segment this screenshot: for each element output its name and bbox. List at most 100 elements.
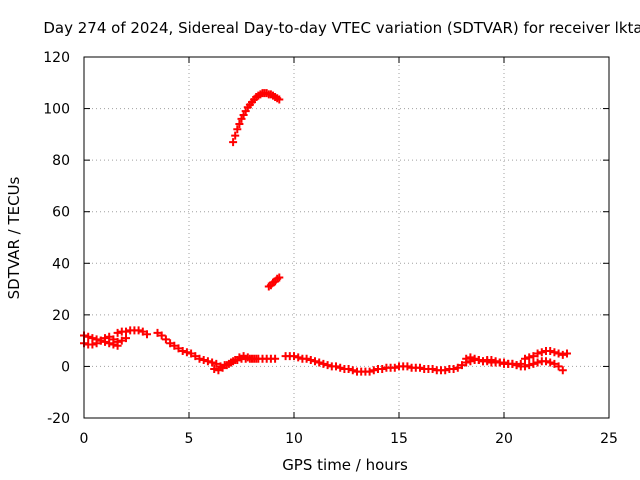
data-point (275, 95, 284, 104)
data-point (302, 354, 311, 363)
data-point (170, 341, 179, 350)
x-tick-label: 5 (185, 431, 194, 447)
data-point (378, 365, 387, 374)
data-point (474, 355, 483, 364)
data-point (521, 354, 529, 363)
y-tick-labels: -20 0 20 40 60 80 100 120 (43, 50, 70, 427)
data-point (290, 352, 298, 361)
x-axis-label: GPS time / hours (282, 456, 408, 474)
series-sat-low-e (210, 352, 261, 375)
x-tick-label: 25 (600, 431, 618, 447)
data-point (449, 365, 458, 374)
data-point (271, 354, 280, 363)
x-tick-label: 0 (80, 431, 89, 447)
data-point (134, 326, 143, 335)
y-tick-label: 20 (52, 308, 70, 324)
data-marks (80, 89, 571, 376)
x-tick-labels: 0 5 10 15 20 25 (80, 431, 618, 447)
data-point (348, 366, 357, 375)
data-point (525, 361, 534, 370)
data-point (214, 366, 223, 375)
y-tick-label: 120 (43, 50, 70, 66)
data-point (311, 357, 319, 366)
x-tick-label: 15 (390, 431, 408, 447)
data-point (117, 336, 126, 345)
x-tick-label: 10 (285, 431, 303, 447)
data-point (487, 355, 496, 364)
series-sat-low-b (80, 332, 130, 349)
chart-title: Day 274 of 2024, Sidereal Day-to-day VTE… (43, 19, 640, 37)
data-point (229, 138, 238, 147)
data-point (546, 346, 555, 355)
data-point (233, 125, 242, 134)
data-point (235, 353, 244, 362)
data-point (252, 354, 261, 363)
data-point (550, 359, 559, 368)
data-point (458, 361, 466, 370)
data-point (441, 366, 450, 375)
data-point (275, 273, 284, 282)
data-point (470, 354, 479, 363)
data-point (138, 327, 147, 336)
data-point (529, 359, 538, 368)
data-point (203, 357, 212, 366)
data-point (143, 330, 151, 339)
data-point (550, 348, 559, 357)
data-point (92, 339, 101, 348)
data-point (195, 354, 204, 363)
data-point (113, 337, 122, 346)
data-point (563, 349, 571, 358)
data-point (323, 361, 332, 370)
data-point (508, 359, 517, 368)
data-point (533, 349, 542, 358)
data-point (525, 353, 534, 362)
data-point (453, 363, 462, 372)
data-point (428, 365, 437, 374)
data-point (222, 361, 231, 370)
data-point (521, 362, 529, 371)
data-point (365, 367, 374, 376)
data-point (231, 355, 240, 364)
data-point (416, 363, 424, 372)
y-tick-label: -20 (47, 411, 70, 427)
data-point (109, 335, 118, 344)
data-point (294, 353, 303, 362)
data-point (210, 365, 219, 374)
data-point (208, 358, 217, 367)
data-point (178, 346, 187, 355)
y-tick-label: 0 (61, 359, 70, 375)
data-point (212, 359, 221, 368)
data-point (542, 357, 550, 366)
data-point (182, 348, 191, 357)
data-point (332, 362, 340, 371)
data-point (122, 327, 130, 336)
series-sat-day-b (462, 353, 525, 370)
data-point (315, 358, 324, 367)
y-axis-label: SDTVAR / TECUs (5, 176, 23, 299)
data-point (479, 357, 487, 366)
series-sat-low-c (113, 326, 151, 339)
data-point (516, 359, 525, 368)
data-point (529, 352, 538, 361)
data-point (191, 352, 200, 361)
data-point (113, 328, 122, 337)
plot-frame (83, 56, 610, 419)
y-tick-label: 60 (52, 205, 70, 221)
data-point (84, 332, 93, 341)
data-point (533, 358, 542, 367)
y-tick-label: 80 (52, 153, 70, 169)
data-point (403, 362, 412, 371)
data-point (96, 336, 105, 345)
data-point (218, 363, 227, 372)
data-point (500, 358, 508, 367)
data-point (199, 355, 208, 364)
series-sat-late (521, 346, 571, 363)
data-point (512, 361, 521, 370)
data-point (153, 328, 162, 337)
data-point (187, 349, 196, 358)
data-point (239, 352, 248, 361)
data-point (174, 344, 183, 353)
data-point (105, 332, 114, 341)
data-point (319, 359, 328, 368)
data-point (558, 366, 567, 375)
